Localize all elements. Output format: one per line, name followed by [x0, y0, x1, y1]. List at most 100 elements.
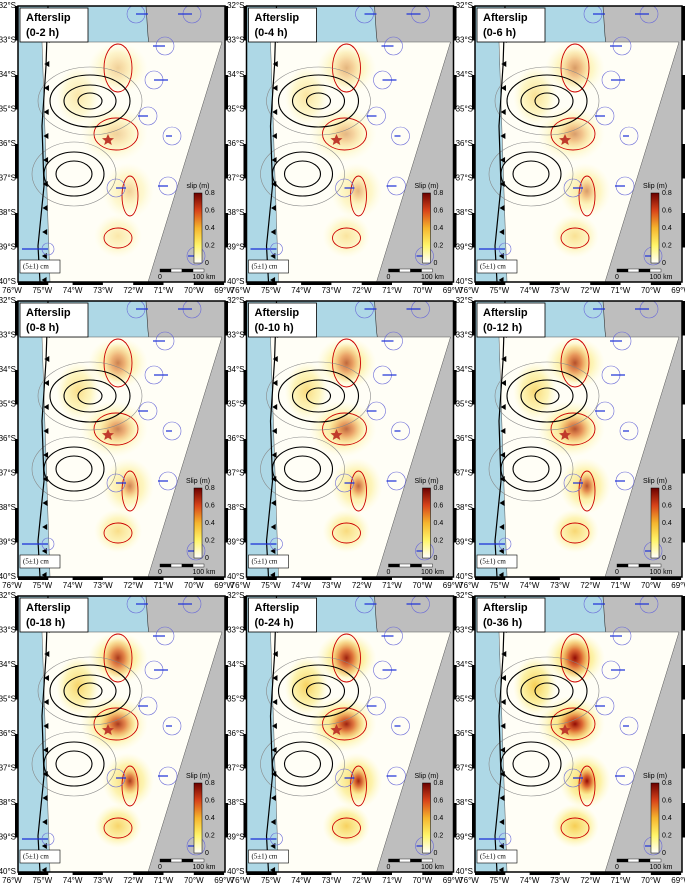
gps-scale-label: (5±1) cm — [252, 853, 278, 861]
coseismic-contour — [77, 387, 103, 405]
trench-tooth — [272, 651, 278, 657]
map-area — [18, 301, 225, 577]
scale-bar — [388, 563, 400, 568]
afterslip-contour — [93, 117, 139, 151]
map-panel: 32°S 33°S 34°S 35°S 36°S 37°S 38°S 39°S 40°S76°W… — [227, 1, 463, 295]
lat-label: 33°S — [456, 626, 473, 635]
trench-tooth — [42, 181, 48, 187]
coseismic-outer — [266, 656, 371, 726]
trench-tooth — [270, 819, 276, 825]
scale-bar — [421, 858, 433, 863]
frame-band — [225, 439, 228, 474]
lat-label: 34°S — [227, 660, 244, 669]
frame-band — [15, 6, 18, 41]
afterslip-contour — [560, 817, 590, 839]
trench-tooth — [272, 380, 278, 386]
trench-tooth — [42, 500, 48, 506]
afterslip-contour — [121, 470, 139, 512]
trench-tooth — [272, 109, 278, 115]
trench-tooth — [500, 85, 506, 91]
trench-tooth — [272, 356, 278, 362]
lon-label: 73°W — [322, 286, 342, 295]
lon-label: 74°W — [291, 581, 311, 590]
trench-tooth — [271, 428, 277, 434]
frame-band — [225, 75, 228, 110]
lat-label: 40°S — [456, 867, 473, 876]
lon-label: 74°W — [291, 876, 311, 885]
trench-tooth — [43, 380, 49, 386]
lat-label: 33°S — [0, 36, 16, 45]
lat-label: 40°S — [0, 572, 16, 581]
scale-bar — [181, 858, 194, 863]
lon-label: 70°W — [184, 876, 204, 885]
trench-tooth — [500, 380, 506, 386]
lon-label: 76°W — [2, 876, 22, 885]
gps-scale-circle — [498, 537, 512, 551]
trench-tooth — [44, 61, 50, 67]
title-box — [476, 7, 546, 43]
frame-band — [529, 577, 560, 580]
scale-bar — [159, 563, 172, 568]
scale-start: 0 — [158, 569, 162, 576]
lat-label: 36°S — [227, 139, 244, 148]
scale-end: 100 km — [650, 274, 673, 281]
scale-bar — [159, 858, 172, 863]
frame-band — [225, 734, 228, 769]
frame-band — [246, 872, 277, 875]
scale-start: 0 — [158, 864, 162, 871]
map-panel: 32°S 33°S 34°S 35°S 36°S 37°S 38°S 39°S 40°S76°W… — [0, 1, 234, 295]
gps-scale-label: (5±1) cm — [480, 853, 506, 861]
trench-tooth — [42, 795, 48, 801]
frame-band — [590, 872, 621, 875]
lon-label: 73°W — [550, 876, 570, 885]
lat-label: 32°S — [227, 1, 244, 10]
lon-label: 76°W — [231, 581, 251, 590]
scale-end: 100 km — [193, 274, 216, 281]
coseismic-outer — [488, 436, 574, 502]
afterslip-contour — [350, 765, 367, 807]
lat-label: 36°S — [456, 434, 473, 443]
epicenter — [101, 429, 114, 440]
lon-label: 70°W — [412, 581, 432, 590]
frame-band — [243, 508, 247, 543]
frame-band — [472, 301, 475, 336]
afterslip-contour — [322, 117, 367, 151]
scale-end: 100 km — [421, 864, 444, 871]
scale-bar — [638, 563, 651, 568]
panel-title: Afterslip — [26, 602, 71, 614]
lon-label: 69°W — [443, 581, 463, 590]
trench-tooth — [270, 867, 276, 872]
coseismic-contour — [506, 664, 588, 718]
lat-label: 39°S — [227, 243, 244, 252]
frame-band — [243, 370, 247, 405]
coseismic-outer — [494, 656, 600, 726]
afterslip-peak — [100, 413, 136, 445]
frame-band — [453, 144, 457, 179]
lat-label: 32°S — [456, 1, 473, 10]
lon-label: 74°W — [63, 581, 83, 590]
frame-band — [225, 803, 228, 838]
frame-band — [682, 734, 685, 769]
colorbar-tick: 0.6 — [434, 502, 444, 509]
afterslip-contour — [350, 175, 367, 217]
frame-band — [15, 144, 18, 179]
coseismic-outer — [31, 436, 117, 502]
trench-tooth — [43, 747, 49, 753]
colorbar — [422, 192, 431, 264]
map-area — [475, 596, 682, 872]
panel-interval: (0-6 h) — [483, 27, 516, 39]
coseismic-outer — [37, 656, 143, 726]
afterslip-patch — [513, 66, 557, 126]
lat-label: 32°S — [227, 296, 244, 305]
trench-tooth — [271, 133, 277, 139]
gps-scale-box — [476, 554, 518, 569]
colorbar-tick: 0 — [205, 555, 209, 562]
gps-scale-label: (5±1) cm — [252, 558, 278, 566]
trench-tooth — [500, 675, 506, 681]
colorbar-tick: 0.8 — [662, 190, 672, 197]
frame-band — [682, 665, 685, 700]
panel-interval: (0-2 h) — [26, 27, 59, 39]
colorbar-tick: 0.2 — [434, 832, 444, 839]
frame-band — [72, 577, 103, 580]
lat-label: 32°S — [456, 296, 473, 305]
